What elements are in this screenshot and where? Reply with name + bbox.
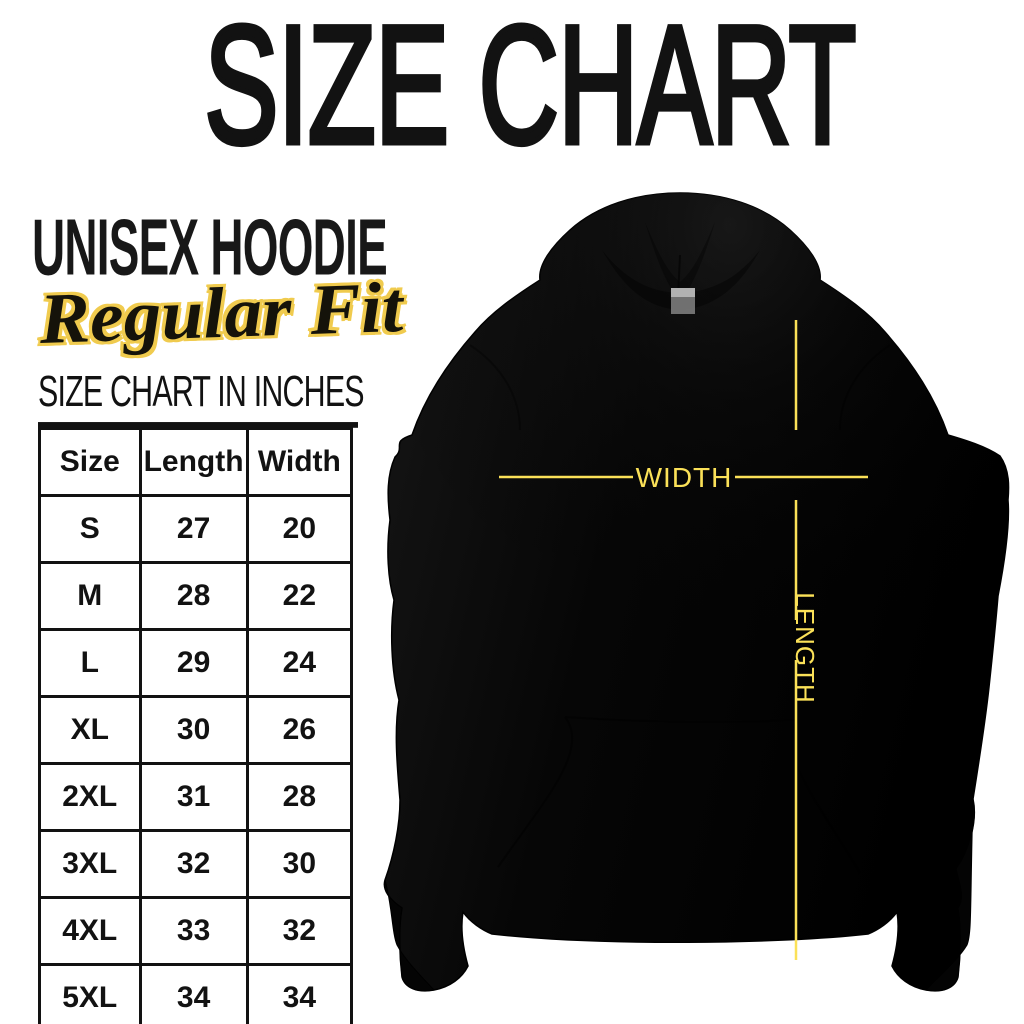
svg-text:LENGTH: LENGTH bbox=[790, 592, 820, 703]
svg-text:WIDTH: WIDTH bbox=[636, 462, 733, 493]
